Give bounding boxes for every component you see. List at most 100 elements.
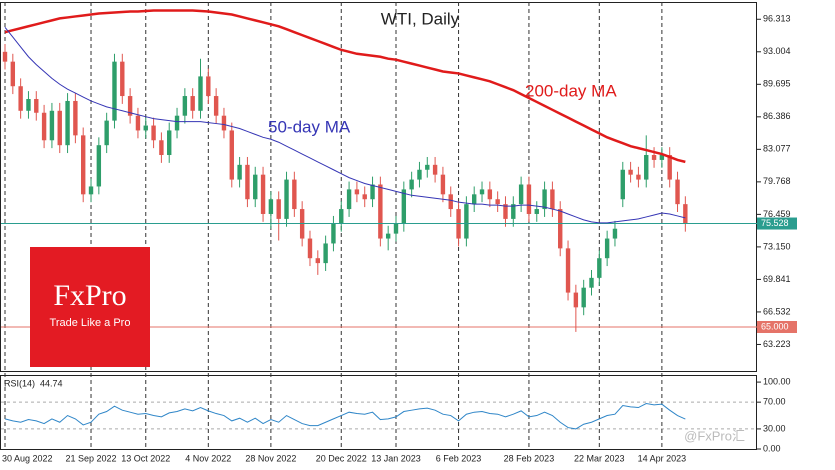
candle-body — [503, 204, 508, 219]
candle-body — [675, 179, 680, 205]
candle-body — [440, 174, 446, 195]
rsi-tick-label: 100.00 — [763, 376, 791, 386]
candle-body — [683, 204, 688, 224]
candle-body — [526, 184, 532, 214]
candle-body — [88, 186, 94, 195]
y-tick-label: 73.150 — [763, 241, 791, 251]
x-tick-label: 14 Apr 2023 — [638, 453, 687, 463]
candle-body — [464, 204, 469, 239]
candle-body — [198, 76, 203, 111]
x-tick-label: 28 Nov 2022 — [245, 453, 296, 463]
candle-body — [135, 115, 141, 131]
candle-body — [260, 174, 266, 214]
x-tick-label: 21 Sep 2022 — [65, 453, 116, 463]
candle-body — [385, 233, 391, 239]
candle-body — [604, 238, 610, 259]
candle-body — [315, 258, 320, 264]
ma-label: 200-day MA — [525, 81, 617, 100]
rsi-tick-label: 30.00 — [763, 423, 786, 433]
candle-body — [34, 98, 39, 113]
plot-layer: 96.313 93.004 89.695 86.386 83.077 79.768 76.4… — [1, 2, 797, 463]
candle-body — [167, 130, 172, 156]
candle-body — [401, 189, 407, 224]
candle-body — [10, 61, 16, 87]
x-tick-label: 4 Nov 2022 — [185, 453, 231, 463]
level-label: 65.000 — [761, 321, 789, 331]
y-tick-label: 63.223 — [763, 339, 791, 349]
candle-body — [112, 61, 117, 121]
y-tick-label: 89.695 — [763, 79, 791, 89]
candle-body — [409, 179, 414, 190]
y-tick-label: 76.459 — [763, 209, 791, 219]
y-tick-label: 79.768 — [763, 176, 791, 186]
candle-body — [65, 100, 70, 146]
candle-body — [417, 169, 422, 180]
candle-body — [550, 189, 555, 210]
candle-body — [49, 110, 55, 141]
candle-body — [237, 164, 242, 180]
candle-body — [73, 100, 78, 136]
candle-body — [565, 248, 571, 293]
candle-body — [159, 140, 164, 156]
candle-body — [104, 120, 109, 146]
rsi-tick-label: 70.00 — [763, 397, 786, 407]
candle-body — [589, 277, 594, 288]
candle-body — [573, 292, 579, 308]
x-tick-label: 28 Feb 2023 — [504, 453, 555, 463]
candle-body — [174, 115, 180, 131]
chart-title: WTI, Daily — [381, 9, 460, 28]
candle-body — [597, 258, 602, 278]
y-tick-label: 83.077 — [763, 144, 791, 154]
y-tick-label: 66.532 — [763, 306, 791, 316]
rsi-value: 44.74 — [40, 378, 63, 388]
rsi-line — [4, 402, 686, 430]
candle-body — [558, 209, 563, 249]
rsi-tick-label: 0.00 — [763, 443, 781, 453]
candle-body — [96, 145, 102, 187]
candle-body — [354, 189, 360, 195]
watermark: @FxPro汇 — [684, 428, 745, 443]
candle-body — [18, 86, 23, 111]
x-tick-label: 20 Dec 2022 — [316, 453, 367, 463]
candle-body — [127, 96, 133, 116]
main-pane — [0, 2, 757, 372]
y-tick-label: 69.841 — [763, 274, 791, 284]
candle-body — [253, 174, 258, 200]
candle-body — [339, 209, 344, 224]
candle-body — [448, 194, 453, 210]
candle-body — [651, 155, 657, 160]
candle-body — [644, 155, 649, 180]
candle-body — [120, 61, 125, 97]
x-tick-label: 22 Mar 2023 — [574, 453, 625, 463]
logo-box — [30, 247, 150, 367]
candle-body — [362, 194, 367, 200]
candle-body — [378, 184, 383, 239]
candle-body — [612, 228, 618, 239]
x-tick-label: 30 Aug 2022 — [2, 453, 53, 463]
y-tick-label: 86.386 — [763, 111, 791, 121]
price-label: 75.528 — [761, 218, 789, 228]
y-tick-label: 96.313 — [763, 14, 791, 24]
candle-body — [495, 199, 500, 205]
candle-body — [620, 169, 625, 200]
candle-body — [213, 96, 219, 116]
candle-body — [143, 125, 148, 131]
y-tick-label: 93.004 — [763, 46, 791, 56]
candle-body — [41, 112, 47, 141]
candle-body — [542, 189, 547, 210]
candle-body — [276, 199, 281, 219]
rsi-label: RSI(14) — [4, 378, 35, 388]
candle-body — [581, 287, 586, 308]
candle-body — [511, 204, 516, 219]
ma-label: 50-day MA — [268, 117, 351, 136]
candle-body — [479, 189, 485, 195]
candle-body — [206, 76, 211, 97]
candle-body — [245, 164, 250, 200]
candle-body — [221, 115, 227, 131]
candle-body — [487, 189, 493, 200]
candle-body — [659, 155, 665, 160]
candle-body — [26, 98, 31, 111]
candle-body — [2, 51, 8, 62]
